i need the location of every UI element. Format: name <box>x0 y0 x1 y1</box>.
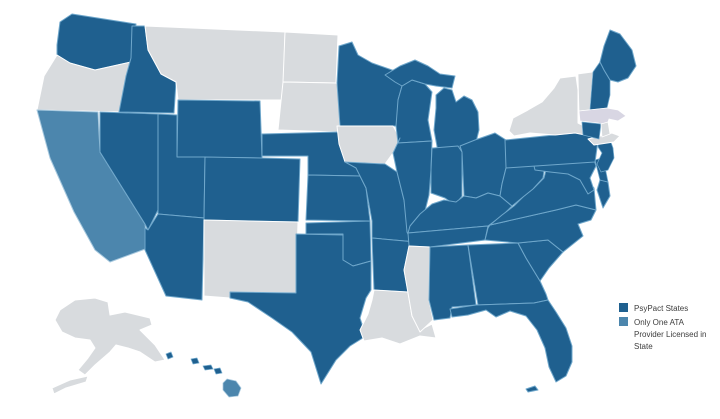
state-maryland <box>533 159 597 195</box>
state-south-dakota <box>277 81 343 133</box>
state-pennsylvania <box>504 130 599 169</box>
state-florida <box>449 299 573 393</box>
state-arizona <box>144 213 205 301</box>
legend-label-psypact: PsyPact States <box>634 304 688 313</box>
state-texas <box>229 233 372 385</box>
legend-swatch-one-provider <box>619 317 628 326</box>
state-hawaii-big-island <box>222 378 242 398</box>
state-new-mexico <box>203 219 299 299</box>
map-legend: PsyPact States Only One ATA Provider Lic… <box>619 303 706 351</box>
state-ohio <box>459 132 507 199</box>
state-kansas <box>305 174 371 222</box>
legend-swatch-psypact <box>619 303 628 312</box>
legend-label-one-provider-line2: Provider Licensed in <box>634 330 706 339</box>
state-alaska <box>51 297 166 395</box>
state-connecticut <box>581 121 602 140</box>
legend-label-one-provider-line1: Only One ATA <box>634 318 685 327</box>
state-massachusetts <box>578 107 627 126</box>
state-iowa <box>336 125 401 165</box>
state-wisconsin <box>395 79 433 144</box>
states-layer <box>36 13 637 398</box>
state-rhode-island <box>600 121 611 138</box>
state-colorado <box>203 156 301 223</box>
state-maine <box>599 29 637 83</box>
state-washington <box>56 13 137 71</box>
state-wyoming <box>176 99 263 159</box>
state-michigan-upper-peninsula <box>384 59 456 89</box>
state-indiana <box>430 145 463 206</box>
state-michigan <box>433 87 480 153</box>
state-california <box>36 109 149 263</box>
state-north-dakota <box>282 31 339 84</box>
legend-label-one-provider-line3: State <box>634 342 653 351</box>
state-tennessee <box>407 225 489 248</box>
state-hawaii-islands <box>165 351 223 375</box>
